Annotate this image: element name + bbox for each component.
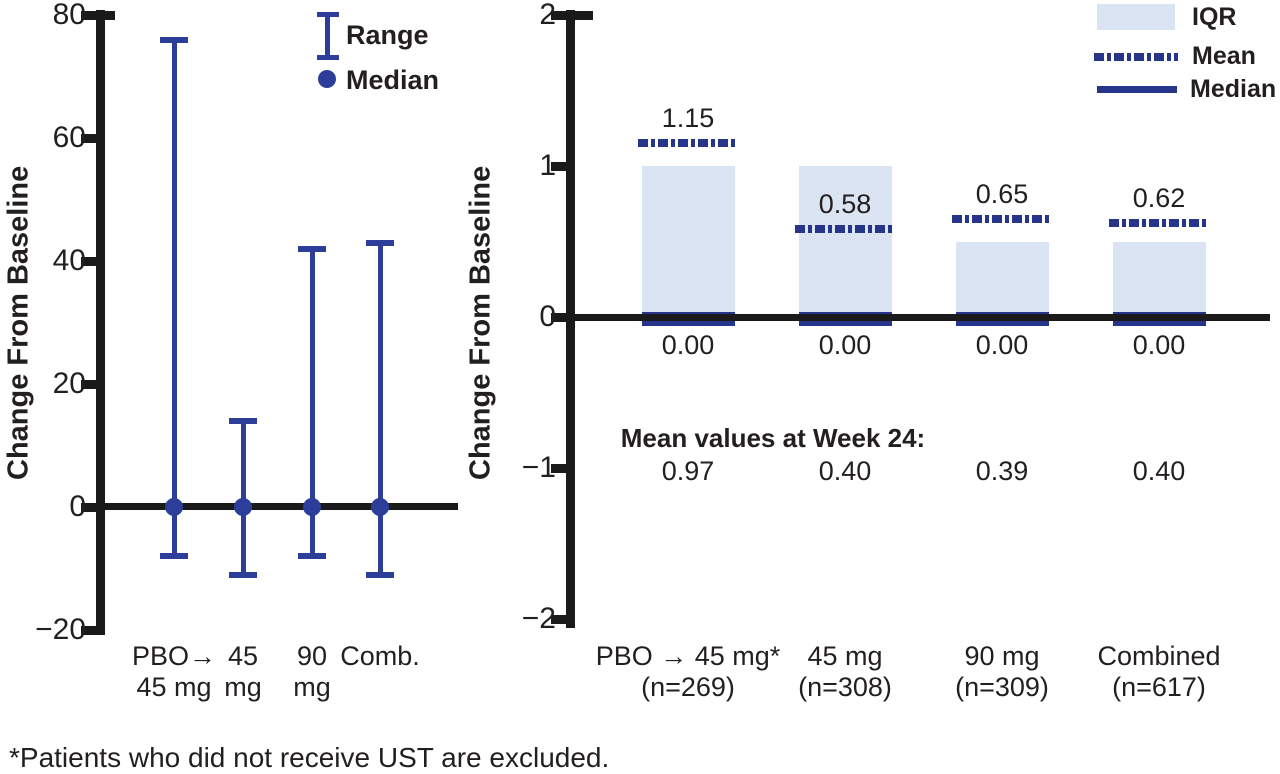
right-category-label-line2: (n=309) bbox=[955, 672, 1049, 702]
iqr-bar bbox=[1113, 242, 1206, 318]
left-zero-line bbox=[96, 503, 458, 510]
legend-median-label: Median bbox=[1190, 75, 1277, 103]
left-category-label-line1: PBO→ bbox=[131, 641, 217, 671]
legend-median-label: Median bbox=[346, 65, 440, 95]
left-y-tick-label: 0 bbox=[69, 490, 86, 523]
right-y-tick-label: −2 bbox=[521, 602, 556, 635]
right-category-label-line1: Combined bbox=[1097, 641, 1221, 671]
range-errorbar-icon bbox=[317, 12, 339, 60]
iqr-bar bbox=[799, 166, 892, 317]
left-y-tick bbox=[81, 626, 105, 635]
median-value-label: 0.00 bbox=[818, 330, 872, 360]
mean-value-label: 0.62 bbox=[1132, 183, 1186, 213]
mean-value-label: 0.65 bbox=[975, 179, 1029, 209]
right-y-tick-label: −1 bbox=[521, 451, 556, 484]
left-category-label-line2: 45 mg bbox=[136, 672, 212, 702]
mean-dashed-line bbox=[952, 215, 1052, 223]
range-errorbar-top-cap bbox=[160, 37, 188, 43]
iqr-bar bbox=[642, 166, 735, 317]
left-category-label-line2: mg bbox=[293, 672, 331, 702]
median-value-label: 0.00 bbox=[1132, 330, 1186, 360]
left-y-tick-label: 80 bbox=[52, 0, 86, 31]
legend-mean-label: Mean bbox=[1192, 42, 1256, 70]
mean-dashed-line bbox=[795, 225, 895, 233]
median-dot bbox=[303, 498, 321, 516]
median-value-label: 0.00 bbox=[975, 330, 1029, 360]
iqr-box-icon bbox=[1097, 4, 1175, 30]
left-category-label-line2: mg bbox=[224, 672, 262, 702]
mean-value-label: 0.58 bbox=[818, 189, 872, 219]
right-category-label-line2: (n=617) bbox=[1112, 672, 1206, 702]
left-y-tick bbox=[81, 134, 105, 143]
range-errorbar-bottom-cap bbox=[298, 553, 326, 559]
range-errorbar-line bbox=[172, 40, 177, 557]
range-errorbar-line bbox=[378, 243, 383, 575]
left-y-tick bbox=[81, 11, 115, 20]
range-errorbar-bottom-cap bbox=[160, 553, 188, 559]
legend-iqr-label: IQR bbox=[1192, 3, 1237, 31]
mean-dashed-line-icon bbox=[1094, 53, 1178, 61]
left-category-label-line1: 90 bbox=[296, 641, 328, 671]
legend-range-label: Range bbox=[346, 20, 429, 50]
median-value-label: 0.00 bbox=[661, 330, 715, 360]
left-category-label-line1: Comb. bbox=[340, 641, 420, 671]
range-errorbar-top-cap bbox=[366, 240, 394, 246]
right-category-label-line1: 45 mg bbox=[807, 641, 883, 671]
range-errorbar-bottom-cap bbox=[229, 572, 257, 578]
right-category-label-line2: (n=269) bbox=[641, 672, 735, 702]
range-errorbar-bottom-cap bbox=[366, 572, 394, 578]
range-errorbar-icon-line bbox=[325, 12, 330, 60]
right-y-tick-label: 2 bbox=[539, 0, 556, 31]
range-errorbar-top-cap bbox=[229, 418, 257, 424]
left-category-label-line1: 45 bbox=[227, 641, 259, 671]
left-y-axis-line bbox=[96, 10, 105, 633]
week24-mean-value: 0.39 bbox=[975, 456, 1029, 486]
right-category-label-line1: 90 mg bbox=[964, 641, 1040, 671]
week24-mean-value: 0.40 bbox=[818, 456, 872, 486]
median-dot-icon bbox=[318, 70, 336, 88]
week24-mean-value: 0.40 bbox=[1132, 456, 1186, 486]
left-y-tick bbox=[81, 380, 105, 389]
median-dot bbox=[165, 498, 183, 516]
right-y-tick-label: 1 bbox=[539, 149, 556, 182]
mean-dashed-line bbox=[1109, 219, 1209, 227]
range-errorbar-icon-bottom-cap bbox=[317, 55, 339, 60]
footnote: *Patients who did not receive UST are ex… bbox=[9, 742, 610, 773]
median-dot bbox=[234, 498, 252, 516]
left-y-tick-label: 60 bbox=[52, 121, 86, 154]
right-y-tick bbox=[551, 162, 575, 171]
right-category-label-line2: (n=308) bbox=[798, 672, 892, 702]
left-y-tick bbox=[81, 257, 105, 266]
left-y-tick-label: 40 bbox=[52, 244, 86, 277]
median-dot bbox=[371, 498, 389, 516]
mean-value-label: 1.15 bbox=[661, 103, 715, 133]
right-y-tick bbox=[551, 11, 593, 20]
mean-values-annotation-title: Mean values at Week 24: bbox=[620, 423, 926, 453]
right-y-tick bbox=[551, 615, 575, 624]
right-category-label-line1: PBO → 45 mg* bbox=[595, 641, 781, 671]
left-y-tick-label: 20 bbox=[52, 367, 86, 400]
range-errorbar-line bbox=[310, 249, 315, 557]
left-y-tick bbox=[81, 503, 105, 512]
mean-dashed-line bbox=[638, 139, 738, 147]
range-errorbar-top-cap bbox=[298, 246, 326, 252]
right-y-tick bbox=[551, 464, 575, 473]
right-y-tick bbox=[551, 313, 575, 322]
left-y-tick-label: −20 bbox=[35, 613, 86, 646]
iqr-bar bbox=[956, 242, 1049, 318]
week24-mean-value: 0.97 bbox=[661, 456, 715, 486]
right-y-tick-label: 0 bbox=[539, 300, 556, 333]
right-zero-line bbox=[566, 314, 1270, 321]
median-solid-line-icon bbox=[1097, 86, 1177, 93]
